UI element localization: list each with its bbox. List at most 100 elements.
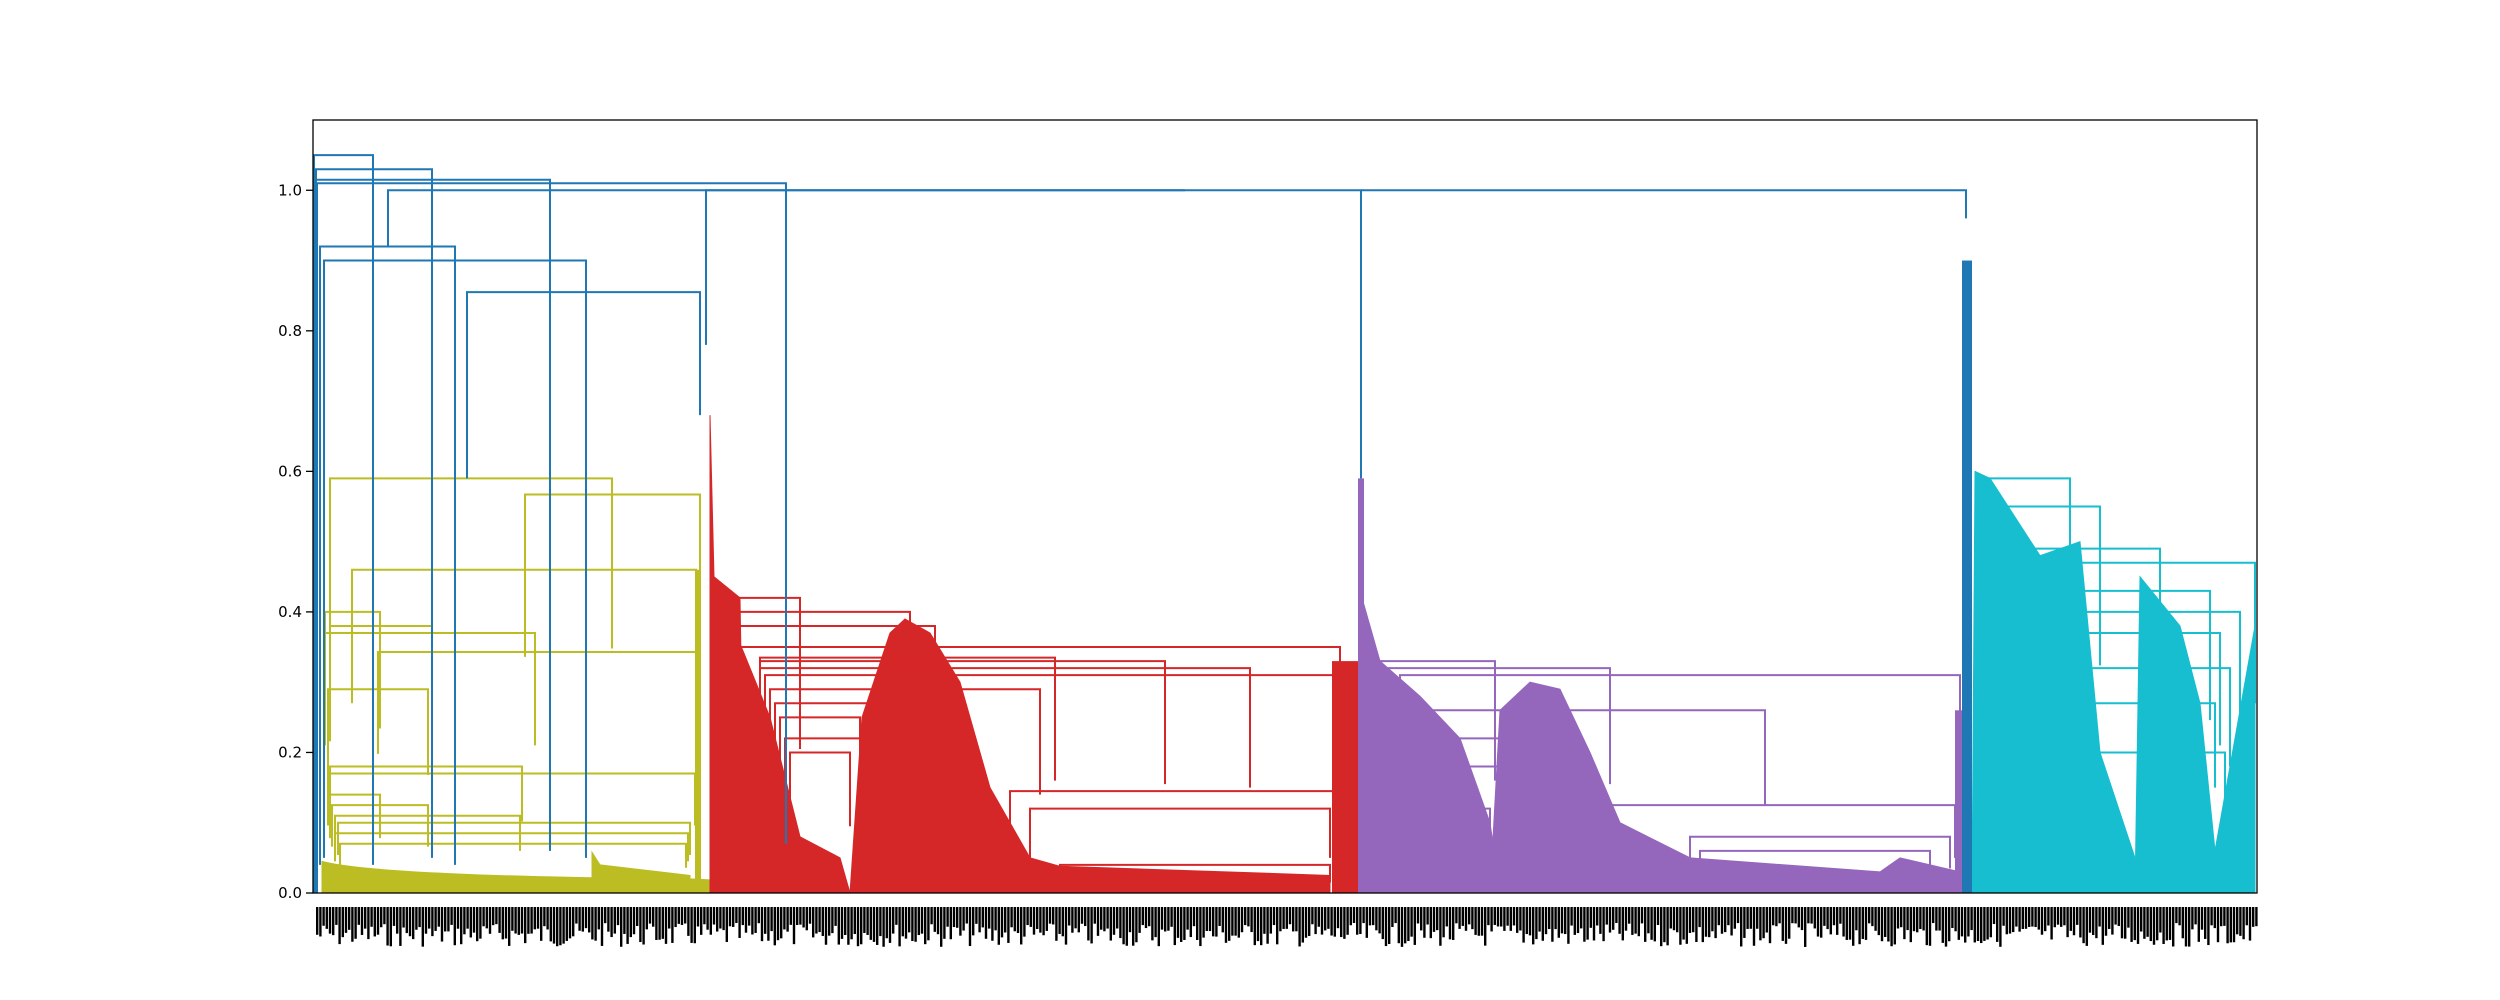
x-leaf-label [328, 907, 332, 934]
x-leaf-label [2210, 907, 2213, 926]
x-leaf-label [1480, 907, 1484, 936]
x-leaf-label [1916, 907, 1919, 933]
x-leaf-label [1736, 907, 1740, 924]
x-leaf-label [572, 907, 575, 937]
x-leaf-label [1516, 907, 1519, 933]
x-leaf-label [2127, 907, 2130, 928]
x-leaf-label [1125, 907, 1128, 946]
x-leaf-label [860, 907, 863, 945]
x-axis-leaf-labels [316, 907, 2258, 947]
x-leaf-label [847, 907, 850, 945]
x-leaf-label [1637, 907, 1640, 937]
x-leaf-label [412, 907, 415, 940]
x-leaf-label [792, 907, 796, 945]
x-leaf-label [1180, 907, 1183, 942]
x-leaf-label [568, 907, 572, 939]
x-leaf-label [1279, 907, 1282, 932]
x-leaf-label [536, 907, 540, 929]
x-leaf-label [2111, 907, 2114, 935]
x-leaf-label [1135, 907, 1138, 943]
x-leaf-label [1122, 907, 1125, 945]
x-leaf-label [1381, 907, 1384, 940]
x-leaf-label [1484, 907, 1487, 946]
x-leaf-label [1442, 907, 1445, 938]
x-leaf-label [1768, 907, 1772, 944]
x-leaf-label [488, 907, 492, 934]
top-link [319, 245, 456, 865]
x-leaf-label [965, 907, 968, 924]
x-leaf-label [552, 907, 556, 944]
x-leaf-label [943, 907, 946, 939]
x-leaf-label [2130, 907, 2133, 942]
cluster-red-link [764, 674, 1341, 788]
cluster-purple-link [1369, 667, 1611, 785]
x-leaf-label [2242, 907, 2245, 940]
x-leaf-label [1266, 907, 1269, 944]
cluster-cyan-link [2099, 751, 2226, 818]
x-leaf-label [575, 907, 578, 924]
x-leaf-label [648, 907, 652, 924]
x-leaf-label [1464, 907, 1468, 931]
top-link [313, 154, 374, 865]
x-leaf-label [415, 907, 418, 930]
x-leaf-label [2034, 907, 2037, 928]
x-leaf-label [1090, 907, 1093, 944]
x-leaf-label [1986, 907, 1989, 940]
cluster-red-link [1059, 863, 1331, 883]
cluster-cyan-link [1999, 561, 2256, 704]
x-leaf-label [456, 907, 460, 929]
x-leaf-label [1756, 907, 1759, 929]
x-leaf-label [684, 907, 687, 924]
x-leaf-label [1570, 907, 1573, 926]
y-tick-label: 0.2 [278, 743, 302, 761]
x-leaf-label [1221, 907, 1224, 933]
y-axis: 0.0 0.2 0.4 0.6 0.8 1.0 [278, 181, 313, 902]
x-leaf-label [2108, 907, 2111, 929]
x-leaf-label [1087, 907, 1090, 941]
cluster-purple-link [1589, 804, 1956, 858]
x-leaf-label [2040, 907, 2044, 935]
y-tick-label: 0.6 [278, 462, 302, 480]
x-leaf-label [828, 907, 831, 936]
x-leaf-label [1519, 907, 1522, 931]
x-leaf-label [1628, 907, 1631, 924]
x-leaf-label [1912, 907, 1916, 932]
x-leaf-label [2220, 907, 2223, 927]
x-leaf-label [1333, 907, 1336, 937]
x-leaf-label [962, 907, 965, 931]
x-leaf-label [1272, 907, 1276, 926]
x-leaf-label [1740, 907, 1743, 947]
x-leaf-label [1196, 907, 1199, 941]
x-leaf-label [466, 907, 469, 929]
x-leaf-label [978, 907, 981, 933]
x-leaf-label [2085, 907, 2088, 946]
x-leaf-label [1861, 907, 1864, 939]
x-leaf-label [1061, 907, 1064, 937]
x-leaf-label [1928, 907, 1932, 946]
x-leaf-label [671, 907, 674, 943]
x-leaf-label [1298, 907, 1301, 947]
x-leaf-label [642, 907, 645, 945]
x-leaf-label [1093, 907, 1096, 924]
x-leaf-label [2194, 907, 2197, 925]
cluster-purple-link [1399, 674, 1961, 788]
dendrogram-links [313, 154, 2256, 883]
x-leaf-label [1068, 907, 1071, 926]
x-leaf-label [588, 907, 591, 933]
x-leaf-label [348, 907, 351, 930]
x-leaf-label [1045, 907, 1048, 931]
x-leaf-label [2226, 907, 2229, 944]
cluster-red-link [759, 667, 1251, 788]
x-leaf-label [2120, 907, 2124, 939]
cluster-red-link [774, 702, 881, 802]
x-leaf-label [1375, 907, 1378, 931]
x-leaf-label [405, 907, 408, 934]
x-leaf-label [1634, 907, 1637, 934]
x-leaf-label [1528, 907, 1532, 936]
x-leaf-label [2002, 907, 2005, 926]
x-leaf-label [2159, 907, 2162, 933]
x-leaf-label [2092, 907, 2095, 936]
x-leaf-label [351, 907, 354, 942]
x-leaf-label [1871, 907, 1874, 927]
x-leaf-label [1186, 907, 1189, 930]
